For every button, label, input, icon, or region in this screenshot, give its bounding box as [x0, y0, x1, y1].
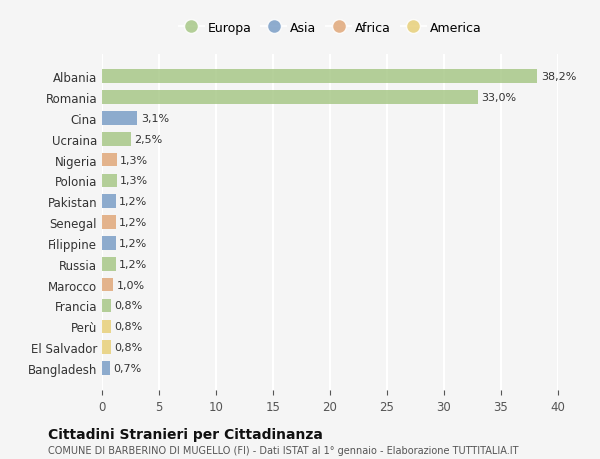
Bar — [102, 70, 538, 84]
Text: 38,2%: 38,2% — [541, 72, 576, 82]
Bar — [102, 299, 111, 313]
Bar — [102, 341, 111, 354]
Text: Cittadini Stranieri per Cittadinanza: Cittadini Stranieri per Cittadinanza — [48, 427, 323, 441]
Text: 0,8%: 0,8% — [115, 342, 143, 353]
Text: 1,3%: 1,3% — [120, 155, 148, 165]
Bar — [102, 195, 116, 208]
Bar — [102, 361, 110, 375]
Text: 1,2%: 1,2% — [119, 218, 148, 228]
Bar — [102, 133, 131, 146]
Bar — [102, 216, 116, 230]
Bar — [102, 320, 111, 333]
Bar — [102, 91, 478, 105]
Bar — [102, 153, 117, 167]
Text: 1,0%: 1,0% — [117, 280, 145, 290]
Text: 2,5%: 2,5% — [134, 134, 162, 145]
Text: 0,8%: 0,8% — [115, 322, 143, 331]
Text: COMUNE DI BARBERINO DI MUGELLO (FI) - Dati ISTAT al 1° gennaio - Elaborazione TU: COMUNE DI BARBERINO DI MUGELLO (FI) - Da… — [48, 445, 518, 455]
Bar — [102, 174, 117, 188]
Text: 3,1%: 3,1% — [141, 114, 169, 123]
Bar — [102, 278, 113, 292]
Text: 0,7%: 0,7% — [113, 363, 142, 373]
Legend: Europa, Asia, Africa, America: Europa, Asia, Africa, America — [175, 18, 485, 38]
Text: 33,0%: 33,0% — [482, 93, 517, 103]
Bar — [102, 112, 137, 125]
Bar — [102, 257, 116, 271]
Text: 1,2%: 1,2% — [119, 197, 148, 207]
Text: 1,2%: 1,2% — [119, 259, 148, 269]
Text: 1,3%: 1,3% — [120, 176, 148, 186]
Text: 1,2%: 1,2% — [119, 238, 148, 248]
Text: 0,8%: 0,8% — [115, 301, 143, 311]
Bar — [102, 237, 116, 250]
